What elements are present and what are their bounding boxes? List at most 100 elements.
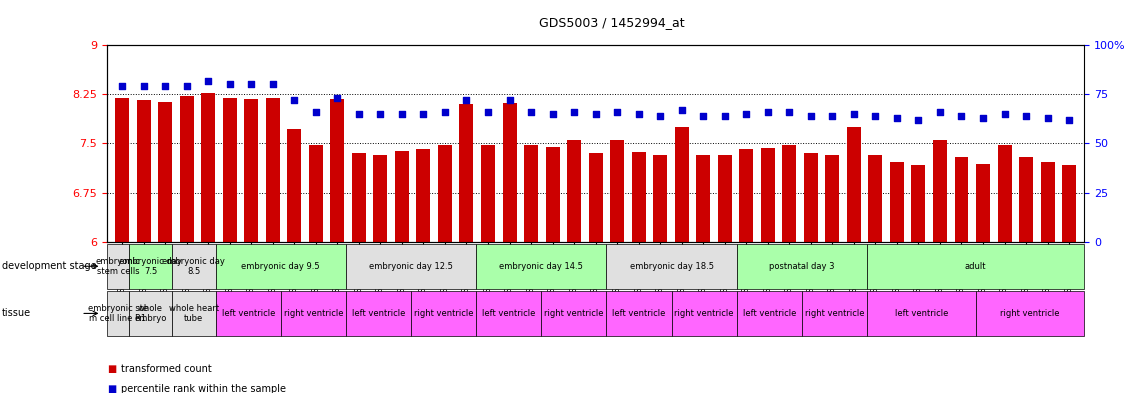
Text: tissue: tissue: [2, 309, 32, 318]
Point: [867, 113, 885, 119]
Point: [845, 111, 863, 117]
Point: [500, 97, 518, 103]
Text: ■: ■: [107, 384, 116, 393]
Point: [565, 109, 583, 115]
Point: [824, 113, 842, 119]
Point: [609, 109, 627, 115]
Text: embryonic ste
m cell line R1: embryonic ste m cell line R1: [88, 304, 148, 323]
Bar: [825, 154, 840, 242]
Bar: [1019, 156, 1033, 242]
Text: left ventricle: left ventricle: [482, 309, 535, 318]
Bar: [696, 154, 710, 242]
Text: left ventricle: left ventricle: [895, 309, 948, 318]
Bar: [115, 97, 130, 242]
Bar: [718, 155, 731, 242]
Bar: [804, 153, 818, 242]
Point: [543, 111, 561, 117]
Point: [630, 111, 648, 117]
Text: right ventricle: right ventricle: [805, 309, 864, 318]
Bar: [761, 148, 774, 242]
Point: [134, 83, 152, 90]
Text: embryonic
stem cells: embryonic stem cells: [96, 257, 140, 276]
Point: [178, 83, 196, 90]
Bar: [287, 129, 301, 242]
Bar: [136, 99, 151, 242]
Point: [285, 97, 303, 103]
Point: [349, 111, 367, 117]
Point: [673, 107, 691, 113]
Point: [931, 109, 949, 115]
Text: right ventricle: right ventricle: [544, 309, 604, 318]
Bar: [330, 99, 345, 242]
Point: [694, 113, 712, 119]
Point: [393, 111, 411, 117]
Bar: [933, 140, 947, 242]
Bar: [997, 145, 1012, 242]
Point: [458, 97, 476, 103]
Text: embryonic day
8.5: embryonic day 8.5: [162, 257, 225, 276]
Text: transformed count: transformed count: [121, 364, 212, 375]
Point: [974, 115, 992, 121]
Bar: [481, 145, 495, 242]
Text: development stage: development stage: [2, 261, 97, 271]
Point: [328, 95, 346, 101]
Bar: [373, 155, 388, 242]
Point: [307, 109, 325, 115]
Text: embryonic day 9.5: embryonic day 9.5: [241, 262, 320, 271]
Bar: [460, 104, 473, 242]
Text: embryonic day 14.5: embryonic day 14.5: [499, 262, 584, 271]
Text: embryonic day
7.5: embryonic day 7.5: [119, 257, 181, 276]
Bar: [869, 155, 882, 242]
Text: left ventricle: left ventricle: [352, 309, 406, 318]
Text: left ventricle: left ventricle: [612, 309, 666, 318]
Point: [1061, 117, 1079, 123]
Bar: [394, 151, 409, 242]
Bar: [417, 149, 431, 242]
Bar: [179, 96, 194, 242]
Point: [157, 83, 175, 90]
Point: [113, 83, 131, 90]
Text: left ventricle: left ventricle: [743, 309, 796, 318]
Text: right ventricle: right ventricle: [1000, 309, 1059, 318]
Point: [479, 109, 497, 115]
Bar: [912, 165, 925, 242]
Bar: [545, 147, 560, 242]
Bar: [158, 102, 172, 242]
Bar: [782, 145, 797, 242]
Point: [586, 111, 604, 117]
Bar: [631, 152, 646, 242]
Bar: [352, 152, 366, 242]
Bar: [438, 145, 452, 242]
Point: [372, 111, 390, 117]
Text: postnatal day 3: postnatal day 3: [769, 262, 835, 271]
Point: [737, 111, 755, 117]
Text: embryonic day 12.5: embryonic day 12.5: [370, 262, 453, 271]
Bar: [955, 156, 968, 242]
Text: embryonic day 18.5: embryonic day 18.5: [630, 262, 713, 271]
Point: [801, 113, 819, 119]
Bar: [567, 140, 582, 242]
Bar: [245, 99, 258, 242]
Point: [1039, 115, 1057, 121]
Bar: [503, 103, 516, 242]
Text: ■: ■: [107, 364, 116, 375]
Point: [242, 81, 260, 88]
Point: [522, 109, 540, 115]
Point: [780, 109, 798, 115]
Point: [651, 113, 669, 119]
Point: [264, 81, 282, 88]
Text: GDS5003 / 1452994_at: GDS5003 / 1452994_at: [540, 17, 685, 29]
Point: [199, 77, 218, 84]
Bar: [588, 153, 603, 242]
Text: right ventricle: right ventricle: [674, 309, 734, 318]
Bar: [1040, 162, 1055, 242]
Text: left ventricle: left ventricle: [222, 309, 275, 318]
Text: whole heart
tube: whole heart tube: [169, 304, 219, 323]
Bar: [223, 97, 237, 242]
Point: [952, 113, 970, 119]
Bar: [890, 162, 904, 242]
Bar: [675, 127, 689, 242]
Bar: [846, 127, 861, 242]
Text: whole
embryo: whole embryo: [134, 304, 167, 323]
Point: [909, 117, 928, 123]
